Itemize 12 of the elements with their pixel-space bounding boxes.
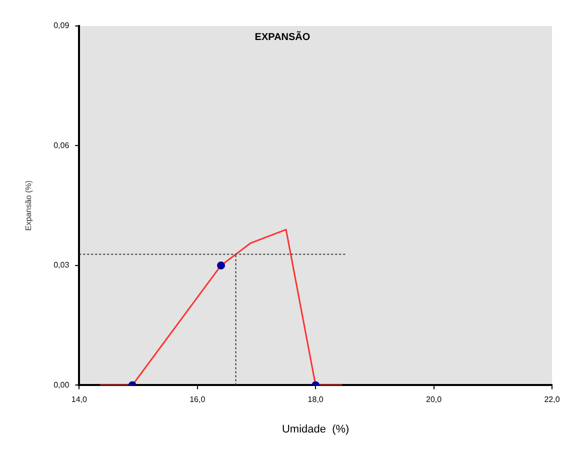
- x-tick-label: 22,0: [544, 395, 560, 404]
- x-axis-title: Umidade (%): [282, 423, 350, 436]
- x-tick-label: 16,0: [190, 395, 206, 404]
- y-tick-label: 0,06: [54, 140, 70, 150]
- x-tick-label: 14,0: [71, 395, 88, 404]
- y-axis-title: Expansão (%): [24, 180, 34, 231]
- y-tick-label: 0,00: [54, 380, 70, 390]
- y-tick-label: 0,09: [54, 21, 70, 30]
- text: EXPANSÃO: [254, 30, 310, 43]
- x-tick-label: 18,0: [308, 395, 324, 404]
- x-tick-label: 20,0: [426, 395, 442, 404]
- y-tick-label: 0,03: [54, 260, 70, 270]
